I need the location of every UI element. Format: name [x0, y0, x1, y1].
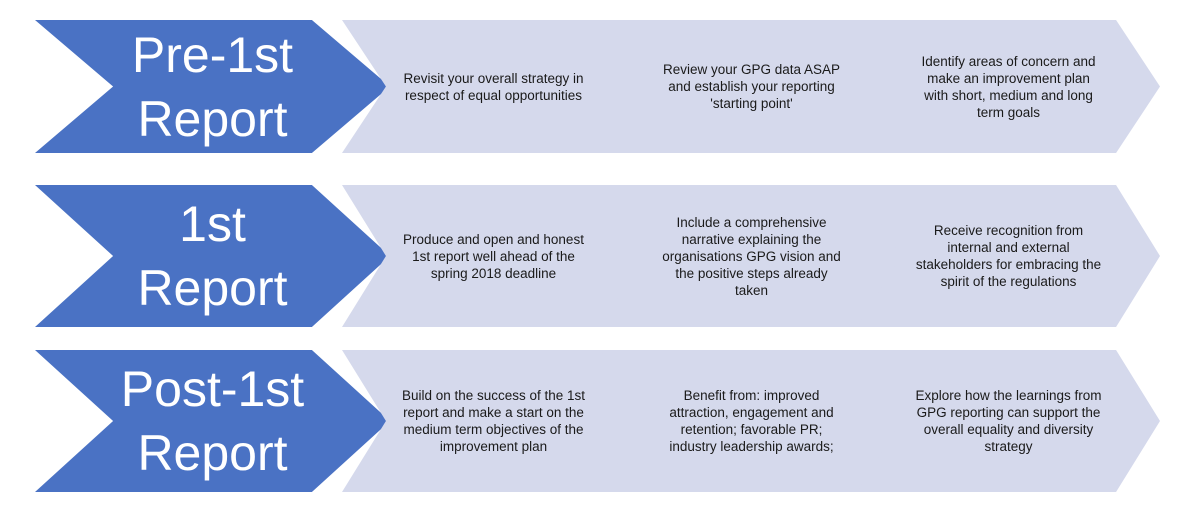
step-text-1: Build on the success of the 1st report a… [400, 350, 587, 492]
step-text-content: Build on the success of the 1st report a… [401, 388, 586, 454]
step-text-2: Include a comprehensive narrative explai… [658, 185, 845, 327]
step-text-2: Benefit from: improved attraction, engag… [658, 350, 845, 492]
step-chevron-3 [857, 185, 1160, 327]
step-text-3: Identify areas of concern and make an im… [915, 20, 1102, 153]
step-text-content: Identify areas of concern and make an im… [921, 53, 1096, 120]
stage-row-1st-report: 1st Report Produce and open and honest 1… [0, 185, 1200, 327]
stage-label: 1st Report [137, 196, 288, 316]
step-text-content: Revisit your overall strategy in respect… [403, 70, 584, 103]
step-text-1: Produce and open and honest 1st report w… [400, 185, 587, 327]
step-text-content: Benefit from: improved attraction, engag… [669, 388, 834, 454]
stage-label: Post-1st Report [120, 361, 305, 481]
step-chevron-1 [342, 185, 645, 327]
stage-label: Pre-1st Report [131, 26, 294, 147]
step-text-content: Produce and open and honest 1st report w… [403, 231, 584, 281]
step-text-2: Review your GPG data ASAP and establish … [658, 20, 845, 153]
step-chevron-2 [600, 350, 903, 492]
step-chevron-3 [857, 350, 1160, 492]
step-text-content: Explore how the learnings from GPG repor… [915, 388, 1102, 454]
step-text-content: Review your GPG data ASAP and establish … [662, 62, 841, 111]
step-chevron-3 [857, 20, 1160, 153]
step-chevron-2 [600, 20, 903, 153]
step-chevron-1 [342, 350, 645, 492]
step-text-3: Receive recognition from internal and ex… [915, 185, 1102, 327]
step-text-content: Include a comprehensive narrative explai… [662, 214, 841, 298]
step-chevron-1 [342, 20, 645, 153]
stage-row-post-1st-report: Post-1st Report Build on the success of … [0, 350, 1200, 492]
step-text-1: Revisit your overall strategy in respect… [400, 20, 587, 153]
step-chevron-2 [600, 185, 903, 327]
step-text-content: Receive recognition from internal and ex… [915, 223, 1102, 289]
step-text-3: Explore how the learnings from GPG repor… [915, 350, 1102, 492]
stage-row-pre-1st-report: Pre-1st Report Revisit your overall stra… [0, 20, 1200, 153]
